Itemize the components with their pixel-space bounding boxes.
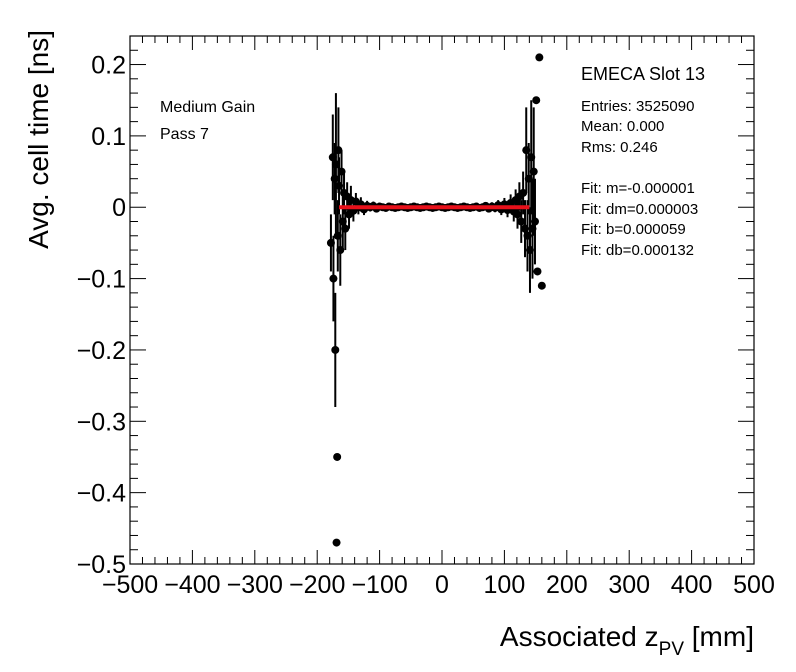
data-point <box>517 217 526 226</box>
y-tick-label: −0.3 <box>77 408 126 436</box>
data-point <box>523 231 532 240</box>
data-point <box>330 174 339 183</box>
data-point <box>513 210 522 219</box>
error-bars <box>329 93 536 408</box>
data-point <box>338 217 347 226</box>
data-point <box>331 345 340 354</box>
x-axis-title: Associated zPV [mm] <box>500 621 754 660</box>
data-point <box>334 146 343 155</box>
data-point <box>530 217 539 226</box>
x-axis-title-unit: [mm] <box>684 621 754 652</box>
x-tick-label: −300 <box>227 571 283 599</box>
data-point <box>520 224 529 233</box>
data-point <box>528 224 537 233</box>
x-tick-label: 500 <box>733 571 775 599</box>
data-point <box>341 224 350 233</box>
data-point <box>326 238 335 247</box>
stats-fit-b: Fit: b=0.000059 <box>581 221 686 238</box>
y-tick-label: −0.1 <box>77 266 126 294</box>
x-tick-label: −500 <box>102 571 158 599</box>
stats-rms: Rms: 0.246 <box>581 139 658 156</box>
data-point <box>532 96 541 105</box>
stats-mean: Mean: 0.000 <box>581 118 664 135</box>
x-tick-label: 200 <box>546 571 588 599</box>
x-ticks <box>129 36 755 564</box>
data-point <box>337 167 346 176</box>
x-tick-labels: −500 −400 −300 −200 −100 0 100 200 300 400 500 <box>102 571 775 599</box>
data-point <box>527 153 536 162</box>
data-point <box>329 274 338 283</box>
data-point <box>535 53 544 62</box>
data-point <box>335 181 344 190</box>
y-tick-label: −0.4 <box>77 480 126 508</box>
stats-title: EMECA Slot 13 <box>581 64 705 84</box>
annotation-gain: Medium Gain <box>160 99 255 116</box>
y-tick-label: −0.2 <box>77 337 126 365</box>
x-tick-label: −400 <box>164 571 220 599</box>
x-axis-title-main: Associated z <box>500 621 659 652</box>
y-tick-label: 0.1 <box>91 123 126 151</box>
data-point <box>537 281 546 290</box>
data-point <box>533 267 542 276</box>
y-axis-title: Avg. cell time [ns] <box>23 30 54 249</box>
x-tick-label: −100 <box>351 571 407 599</box>
data-point <box>336 246 345 255</box>
data-markers <box>326 53 546 547</box>
data-point <box>333 231 342 240</box>
data-point <box>524 174 533 183</box>
y-tick-label: −0.5 <box>77 551 126 579</box>
y-ticks <box>130 35 754 565</box>
x-tick-label: 300 <box>608 571 650 599</box>
data-point <box>332 538 341 547</box>
x-tick-label: 0 <box>435 571 449 599</box>
data-point <box>525 246 534 255</box>
data-point <box>519 188 528 197</box>
data-point <box>328 153 337 162</box>
stats-entries: Entries: 3525090 <box>581 98 694 115</box>
annotation-pass: Pass 7 <box>160 126 209 143</box>
stats-fit-dm: Fit: dm=0.000003 <box>581 201 698 218</box>
x-tick-label: 400 <box>671 571 713 599</box>
stats-fit-db: Fit: db=0.000132 <box>581 242 694 259</box>
x-axis-title-sub: PV <box>659 639 685 660</box>
y-tick-label: 0 <box>112 194 126 222</box>
y-tick-label: 0.2 <box>91 52 126 80</box>
y-tick-labels: 0.2 0.1 0 −0.1 −0.2 −0.3 −0.4 −0.5 <box>77 52 126 579</box>
stats-fit-m: Fit: m=-0.000001 <box>581 180 695 197</box>
data-point <box>529 167 538 176</box>
data-point <box>333 452 342 461</box>
data-point <box>522 146 531 155</box>
x-tick-label: 100 <box>484 571 526 599</box>
x-tick-label: −200 <box>289 571 345 599</box>
data-point <box>331 160 340 169</box>
